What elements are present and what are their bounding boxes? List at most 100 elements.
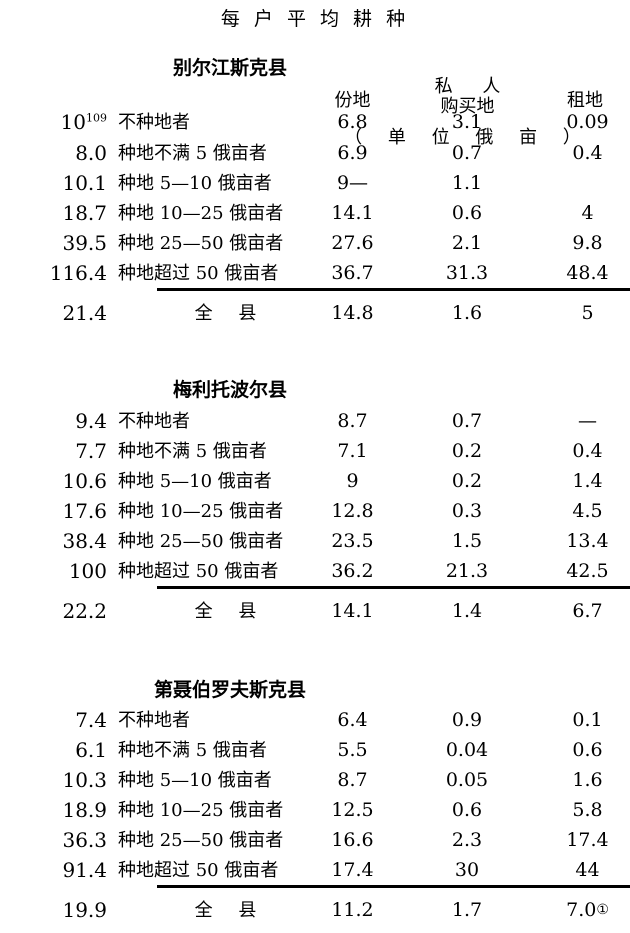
page-number-superscript: 109 bbox=[86, 111, 107, 125]
table-row: 116.4 种地超过 50 俄亩者 36.7 31.3 48.4 bbox=[0, 260, 630, 290]
total-value-purchased: 1.4 bbox=[451, 600, 483, 622]
footnote-marker-icon: ① bbox=[596, 902, 609, 918]
row-label: 种地 5—10 俄亩者 bbox=[118, 770, 272, 791]
row-left-value: 10109 bbox=[0, 109, 107, 136]
row-left-value: 116.4 bbox=[49, 261, 107, 285]
row-value-rented: 0.4 bbox=[572, 440, 603, 462]
row-left-value: 7.4 bbox=[75, 708, 107, 732]
unit-note: （ 单 位 俄 亩 ） bbox=[344, 127, 591, 148]
row-value-rented: 17.4 bbox=[566, 829, 609, 851]
row-label: 种地 25—50 俄亩者 bbox=[118, 531, 284, 552]
row-value-allotment: 5.5 bbox=[337, 739, 368, 761]
row-label: 种地超过 50 俄亩者 bbox=[118, 860, 279, 881]
row-label: 种地不满 5 俄亩者 bbox=[118, 441, 267, 462]
row-value-allotment: 12.8 bbox=[331, 500, 374, 522]
table-row: 39.5 种地 25—50 俄亩者 27.6 2.1 9.8 bbox=[0, 230, 630, 260]
page-title: 每 户 平 均 耕 种 bbox=[220, 8, 410, 30]
column-header-purchased-land: 私 人 购买地 bbox=[410, 77, 525, 117]
row-left-value: 18.7 bbox=[62, 201, 107, 225]
row-label: 种地超过 50 俄亩者 bbox=[118, 263, 279, 284]
row-left-value: 38.4 bbox=[62, 529, 107, 553]
table-separator-rule bbox=[157, 288, 630, 291]
row-value-purchased: 2.1 bbox=[451, 232, 483, 254]
row-value-purchased: 0.9 bbox=[451, 709, 483, 731]
row-value-purchased: 31.3 bbox=[445, 262, 489, 284]
total-value-allotment: 14.1 bbox=[331, 600, 374, 622]
row-value-purchased: 0.7 bbox=[451, 142, 483, 164]
row-value-purchased: 0.7 bbox=[451, 410, 483, 432]
row-label: 不种地者 bbox=[118, 411, 190, 432]
county-heading-3: 第聂伯罗夫斯克县 bbox=[153, 679, 306, 701]
row-value-allotment: 6.8 bbox=[337, 111, 368, 133]
row-value-purchased: 0.04 bbox=[445, 739, 489, 761]
table-row: 10.6 种地 5—10 俄亩者 9 0.2 1.4 bbox=[0, 468, 630, 498]
row-label: 种地 10—25 俄亩者 bbox=[118, 800, 284, 821]
total-value-purchased: 1.6 bbox=[451, 302, 483, 324]
total-value-rented-number: 7.0 bbox=[566, 899, 597, 921]
total-value-allotment: 14.8 bbox=[331, 302, 374, 324]
row-value-allotment: 6.4 bbox=[337, 709, 368, 731]
row-value-rented: 42.5 bbox=[566, 560, 609, 582]
row-left-value: 17.6 bbox=[62, 499, 107, 523]
row-value-rented: 5.8 bbox=[572, 799, 603, 821]
row-value-purchased: 21.3 bbox=[445, 560, 489, 582]
table-row: 100 种地超过 50 俄亩者 36.2 21.3 42.5 bbox=[0, 558, 630, 588]
row-value-allotment: 16.6 bbox=[331, 829, 374, 851]
column-header-purchased-land-line2: 购买地 bbox=[440, 96, 495, 117]
row-value-purchased: 0.05 bbox=[445, 769, 489, 791]
row-value-allotment: 7.1 bbox=[337, 440, 368, 462]
row-label: 种地 25—50 俄亩者 bbox=[118, 830, 284, 851]
total-value-purchased: 1.7 bbox=[451, 899, 483, 921]
row-value-allotment: 36.7 bbox=[331, 262, 374, 284]
table-row: 7.4 不种地者 6.4 0.9 0.1 bbox=[0, 707, 630, 737]
table-total-row: 19.9 全 县 11.2 1.7 7.0① bbox=[0, 897, 630, 927]
column-header-purchased-land-line1: 私 人 bbox=[434, 76, 513, 97]
row-left-value: 7.7 bbox=[75, 439, 107, 463]
table-separator-rule bbox=[157, 885, 630, 888]
row-value-rented: 4.5 bbox=[572, 500, 603, 522]
row-value-purchased: 1.5 bbox=[451, 530, 483, 552]
row-value-rented: 48.4 bbox=[566, 262, 609, 284]
row-value-allotment: 9— bbox=[336, 172, 369, 194]
table-row: 18.9 种地 10—25 俄亩者 12.5 0.6 5.8 bbox=[0, 797, 630, 827]
table-row: 10.1 种地 5—10 俄亩者 9— 1.1 bbox=[0, 170, 630, 200]
row-label: 种地 10—25 俄亩者 bbox=[118, 501, 284, 522]
row-value-rented: 4 bbox=[581, 202, 594, 224]
row-label: 种地 5—10 俄亩者 bbox=[118, 173, 272, 194]
row-value-allotment: 36.2 bbox=[331, 560, 374, 582]
row-label: 种地不满 5 俄亩者 bbox=[118, 143, 267, 164]
row-value-purchased: 1.1 bbox=[451, 172, 483, 194]
row-value-rented: 1.4 bbox=[572, 470, 603, 492]
table-row: 7.7 种地不满 5 俄亩者 7.1 0.2 0.4 bbox=[0, 438, 630, 468]
county-heading-1: 别尔江斯克县 bbox=[172, 57, 287, 79]
table-row: 10.3 种地 5—10 俄亩者 8.7 0.05 1.6 bbox=[0, 767, 630, 797]
total-value-rented: 6.7 bbox=[572, 600, 603, 622]
total-label: 全 县 bbox=[194, 601, 267, 622]
row-value-purchased: 3.1 bbox=[451, 111, 483, 133]
row-value-purchased: 0.2 bbox=[451, 470, 483, 492]
row-value-allotment: 6.9 bbox=[337, 142, 368, 164]
row-label: 种地 25—50 俄亩者 bbox=[118, 233, 284, 254]
row-value-rented: 0.6 bbox=[572, 739, 603, 761]
row-left-value: 9.4 bbox=[75, 409, 107, 433]
row-left-value: 6.1 bbox=[75, 738, 107, 762]
row-value-allotment: 27.6 bbox=[331, 232, 374, 254]
row-value-allotment: 17.4 bbox=[331, 859, 374, 881]
row-left-value: 39.5 bbox=[62, 231, 107, 255]
table-row: 8.0 种地不满 5 俄亩者 6.9 0.7 0.4 bbox=[0, 140, 630, 170]
table-total-row: 22.2 全 县 14.1 1.4 6.7 bbox=[0, 598, 630, 628]
table-row: 6.1 种地不满 5 俄亩者 5.5 0.04 0.6 bbox=[0, 737, 630, 767]
column-header-allotment-land: 份地 bbox=[334, 90, 371, 111]
table-row: 10109 不种地者 6.8 3.1 0.09 bbox=[0, 109, 630, 139]
total-left-value: 22.2 bbox=[62, 599, 107, 623]
row-value-purchased: 0.6 bbox=[451, 202, 483, 224]
row-left-value: 8.0 bbox=[75, 141, 107, 165]
row-value-allotment: 14.1 bbox=[331, 202, 374, 224]
row-value-rented: 0.1 bbox=[572, 709, 603, 731]
total-value-allotment: 11.2 bbox=[331, 899, 374, 921]
row-label: 不种地者 bbox=[118, 710, 190, 731]
row-label: 种地超过 50 俄亩者 bbox=[118, 561, 279, 582]
table-total-row: 21.4 全 县 14.8 1.6 5 bbox=[0, 300, 630, 330]
row-left-value: 18.9 bbox=[62, 798, 107, 822]
